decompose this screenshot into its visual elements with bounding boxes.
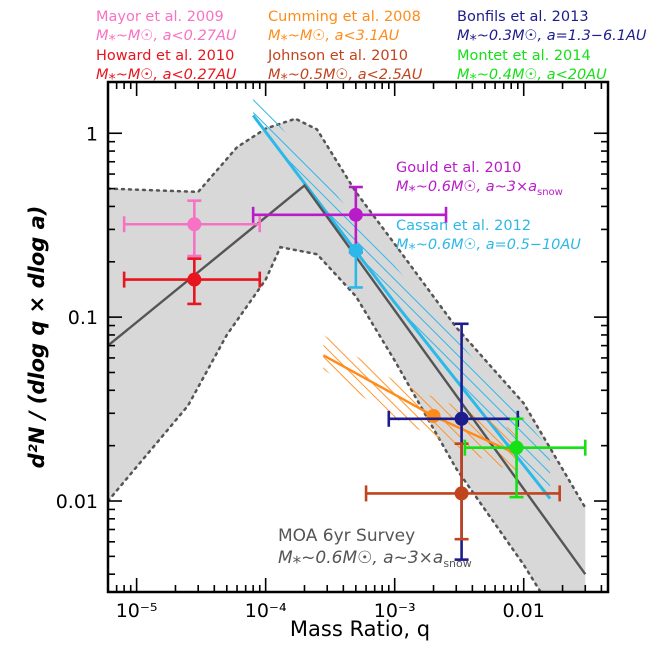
annotation-gould-detail-sub: snow xyxy=(537,187,563,198)
legend-entry-montet-detail: M⁎~0.4M☉, a<20AU xyxy=(457,67,607,83)
plot-frame xyxy=(106,80,610,594)
moa-band-upper-edge xyxy=(108,117,587,509)
annotation-moa-detail-main: M⁎~0.6M☉, a~3×a xyxy=(278,548,443,568)
moa-uncertainty-band xyxy=(108,118,586,592)
legend-entry-howard-detail: M⁎~M☉, a<0.27AU xyxy=(96,67,237,83)
legend-entry-mayor-title: Mayor et al. 2009 xyxy=(96,9,224,25)
y-tick-label: 0.01 xyxy=(56,491,98,513)
y-axis: 1 0.1 0.01 xyxy=(56,123,608,575)
legend: Mayor et al. 2009 M⁎~M☉, a<0.27AU Cummin… xyxy=(96,9,647,83)
annotation-cassan-title: Cassan et al. 2012 xyxy=(396,218,531,234)
annotation-gould-detail-main: M⁎~0.6M☉, a~3×a xyxy=(396,179,537,195)
moa-power-law-line xyxy=(108,183,587,575)
marker xyxy=(509,440,524,455)
point-mayor xyxy=(122,199,262,258)
x-tick-label: 10⁻³ xyxy=(374,600,416,622)
legend-entry-johnson-title: Johnson et al. 2010 xyxy=(267,48,408,64)
annotation-gould-detail: M⁎~0.6M☉, a~3×asnow xyxy=(396,179,563,198)
annotation-moa-detail-sub: snow xyxy=(443,557,471,570)
point-johnson xyxy=(364,442,561,541)
marker xyxy=(187,272,202,287)
point-cassan xyxy=(348,243,363,289)
point-montet xyxy=(463,417,587,499)
legend-entry-cumming-title: Cumming et al. 2008 xyxy=(268,9,421,25)
y-tick-label: 1 xyxy=(86,123,98,145)
moa-band-lower-edge xyxy=(108,245,543,592)
marker xyxy=(187,217,202,232)
annotation-gould-title: Gould et al. 2010 xyxy=(396,160,521,176)
annotation-moa-detail: M⁎~0.6M☉, a~3×asnow xyxy=(278,548,472,570)
legend-entry-mayor-detail: M⁎~M☉, a<0.27AU xyxy=(96,28,237,44)
legend-entry-cumming-detail: M⁎~M☉, a<3.1AU xyxy=(268,28,400,44)
legend-entry-bonfils-title: Bonfils et al. 2013 xyxy=(457,9,589,25)
annotation-cassan-detail: M⁎~0.6M☉, a=0.5−10AU xyxy=(396,237,581,253)
marker xyxy=(426,408,441,423)
legend-entry-bonfils-detail: M⁎~0.3M☉, a=1.3−6.1AU xyxy=(457,28,647,44)
marker xyxy=(348,207,363,222)
x-tick-label: 0.01 xyxy=(503,600,545,622)
legend-entry-johnson-detail: M⁎~0.5M☉, a<2.5AU xyxy=(268,67,423,83)
point-howard xyxy=(122,257,262,306)
y-tick-label: 0.1 xyxy=(68,307,98,329)
legend-entry-howard-title: Howard et al. 2010 xyxy=(96,48,234,64)
legend-entry-montet-title: Montet et al. 2014 xyxy=(457,48,591,64)
x-tick-label: 10⁻⁵ xyxy=(116,600,158,622)
cumming-hatched-band xyxy=(323,335,517,475)
marker xyxy=(454,411,469,426)
plot-content xyxy=(108,93,587,592)
annotation-moa-title: MOA 6yr Survey xyxy=(278,526,415,546)
x-axis: 10⁻⁵ 10⁻⁴ 10⁻³ 0.01 xyxy=(107,82,603,622)
y-axis-label: d²N / (dlog q × dlog a) xyxy=(25,206,49,469)
annotations: Gould et al. 2010 M⁎~0.6M☉, a~3×asnow Ca… xyxy=(278,160,581,570)
marker xyxy=(348,243,363,258)
cassan-hatched-band xyxy=(253,93,551,499)
x-axis-label: Mass Ratio, q xyxy=(290,617,430,641)
x-tick-label: 10⁻⁴ xyxy=(245,600,287,622)
marker xyxy=(454,486,469,501)
